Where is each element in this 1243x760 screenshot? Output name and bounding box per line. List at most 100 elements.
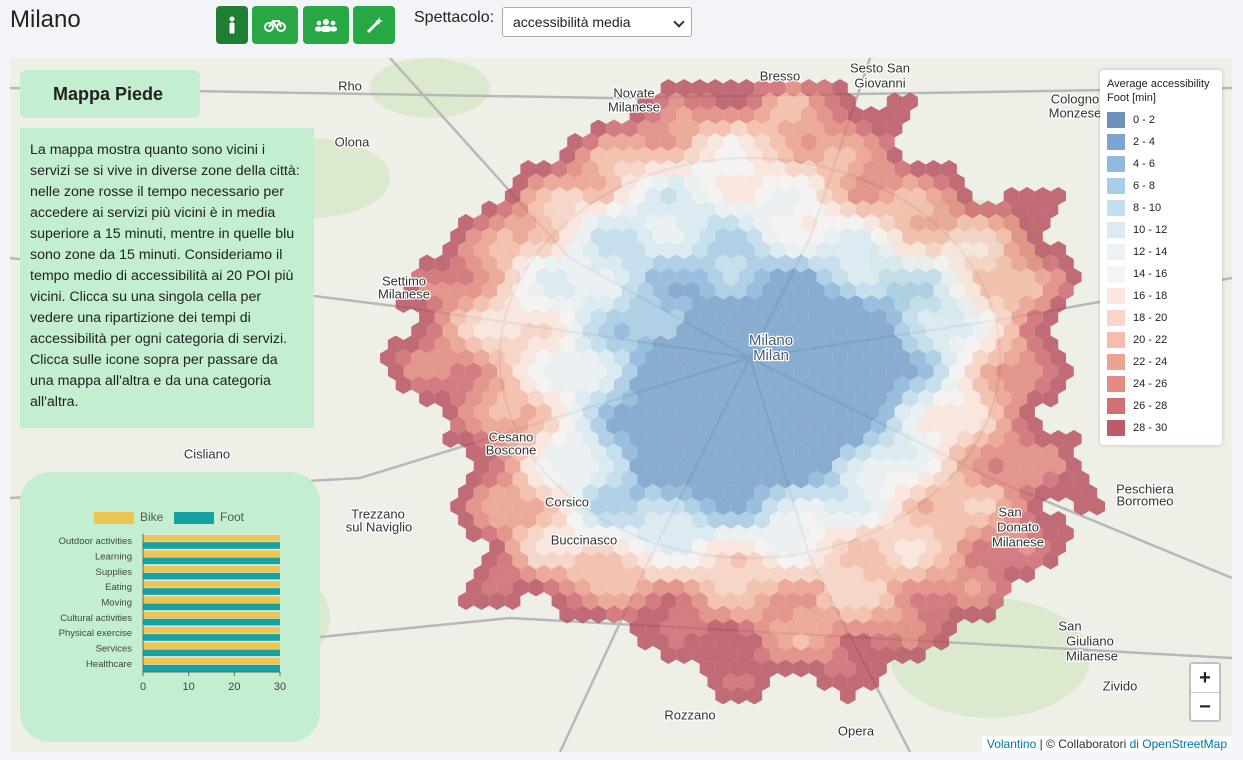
hex-cell — [933, 308, 950, 327]
hex-cell — [769, 619, 786, 637]
hex-cell — [606, 470, 622, 489]
hex-cell — [520, 403, 536, 421]
hex-cell — [980, 200, 996, 219]
hex-cell — [847, 214, 864, 232]
hex-cell — [808, 524, 825, 543]
hex-cell — [855, 524, 872, 543]
hex-cell — [489, 592, 505, 610]
hex-cell — [925, 241, 942, 259]
hex-cell — [879, 511, 895, 529]
hex-cell — [551, 592, 568, 610]
hex-cell — [528, 281, 544, 300]
hex-cell — [816, 511, 833, 529]
hex-cell — [902, 551, 918, 570]
hex-cell — [785, 160, 801, 178]
hex-cell — [1019, 403, 1035, 421]
hex-cell — [684, 362, 700, 381]
hex-cell — [840, 551, 856, 570]
hex-cell — [458, 322, 474, 340]
hex-cell — [902, 200, 918, 219]
hex-cell — [465, 281, 482, 300]
hex-cell — [606, 281, 622, 300]
hex-cell — [590, 227, 607, 246]
hex-cell — [684, 173, 700, 192]
hex-cell — [481, 254, 498, 273]
map-title: Mappa Piede — [20, 70, 200, 118]
hex-cell — [512, 254, 529, 273]
hex-cell — [536, 322, 552, 340]
hex-cell — [465, 254, 482, 273]
hex-cell — [910, 349, 926, 367]
hex-cell — [832, 646, 848, 664]
hex-cell — [723, 160, 739, 178]
hex-cell — [840, 308, 856, 327]
hex-cell — [855, 308, 872, 327]
hex-cell — [411, 268, 427, 286]
hex-cell — [956, 457, 973, 475]
hex-cell — [450, 254, 466, 273]
hex-cell — [949, 497, 965, 516]
hex-cell — [699, 146, 716, 165]
hex-cell — [637, 632, 653, 651]
hex-cell — [754, 646, 770, 664]
hex-cell — [637, 524, 653, 543]
hex-cell — [660, 619, 677, 637]
hex-cell — [941, 538, 957, 556]
hex-cell — [637, 119, 653, 138]
zoom-out[interactable]: − — [1199, 695, 1211, 718]
hex-cell — [536, 214, 552, 232]
hex-cell — [754, 322, 770, 340]
hex-cell — [691, 565, 708, 583]
hex-cell — [504, 511, 521, 529]
magic-button[interactable] — [353, 6, 395, 44]
hex-cell — [645, 106, 661, 124]
hex-cell — [458, 241, 474, 259]
hex-cell — [582, 376, 599, 394]
hex-cell — [886, 605, 903, 624]
foot-button[interactable] — [216, 6, 248, 44]
hex-cell — [426, 322, 443, 340]
hex-cell — [980, 308, 996, 327]
hex-cell — [699, 605, 716, 624]
hex-cell — [738, 646, 755, 664]
hex-cell — [684, 470, 700, 489]
bike-button[interactable] — [252, 6, 298, 44]
hex-cell — [691, 430, 708, 448]
hex-cell — [886, 443, 903, 462]
osm-link[interactable]: di OpenStreetMap — [1129, 737, 1227, 751]
hex-cell — [559, 524, 575, 543]
hex-cell — [769, 295, 786, 313]
hex-cell — [590, 389, 607, 408]
hex-cell — [871, 200, 887, 219]
hex-cell — [668, 119, 685, 138]
hex-cell — [1011, 254, 1028, 273]
hex-cell — [621, 308, 638, 327]
hex-cell — [660, 160, 677, 178]
hex-cell — [723, 133, 739, 151]
group-button[interactable] — [303, 6, 349, 44]
zoom-in[interactable]: + — [1191, 664, 1219, 693]
hex-cell — [497, 335, 513, 354]
select[interactable]: accessibilità media — [502, 7, 692, 37]
hex-cell — [769, 565, 786, 583]
bar — [143, 664, 280, 672]
hex-cell — [629, 214, 646, 232]
hex-cell — [691, 295, 708, 313]
hex-cell — [995, 497, 1012, 516]
attribution-link[interactable]: Volantino — [986, 737, 1037, 751]
hex-cell — [933, 497, 950, 516]
hex-cell — [528, 335, 544, 354]
hex-cell — [855, 497, 872, 516]
hex-cell — [785, 79, 801, 97]
hex-cell — [520, 322, 536, 340]
hex-cell — [902, 578, 918, 597]
place-label: Milanese — [608, 99, 660, 114]
hex-cell — [910, 619, 926, 637]
hex-cell — [1050, 295, 1066, 313]
hex-cell — [879, 295, 895, 313]
hex-cell — [840, 254, 856, 273]
hex-cell — [512, 281, 529, 300]
hex-cell — [465, 470, 482, 489]
hex-cell — [902, 281, 918, 300]
bar — [143, 550, 280, 557]
